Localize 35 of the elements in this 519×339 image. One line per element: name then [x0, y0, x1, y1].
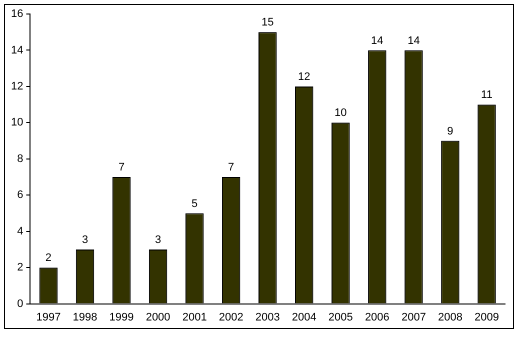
data-label: 5 — [192, 198, 198, 210]
y-tick-label: 10 — [10, 116, 24, 129]
x-tick-label: 1997 — [36, 311, 61, 324]
x-tick-label: 2006 — [364, 311, 390, 324]
data-label: 9 — [447, 125, 454, 138]
y-tick-label: 12 — [10, 80, 24, 92]
x-tick-label: 2007 — [401, 311, 426, 324]
x-tick-label: 1998 — [72, 311, 98, 324]
x-tick-label: 2003 — [255, 311, 280, 324]
x-tick-label: 2004 — [292, 311, 316, 324]
x-tick-label: 2001 — [182, 311, 207, 324]
y-tick-label: 6 — [17, 189, 24, 202]
data-label: 14 — [408, 34, 420, 47]
x-tick-label: 2005 — [328, 311, 353, 324]
data-label: 15 — [261, 16, 274, 29]
data-label: 7 — [118, 162, 125, 174]
y-tick-label: 14 — [10, 44, 24, 56]
data-label: 3 — [82, 234, 88, 246]
data-label: 3 — [154, 234, 162, 246]
x-tick-label: 2009 — [474, 311, 499, 324]
data-label: 7 — [228, 162, 234, 174]
x-tick-label: 1999 — [109, 311, 134, 324]
data-label: 2 — [45, 252, 52, 264]
y-tick-label: 0 — [17, 298, 24, 310]
data-label: 11 — [481, 89, 492, 102]
y-tick-label: 2 — [17, 262, 24, 274]
y-tick-label: 8 — [17, 152, 24, 165]
y-tick-label: 4 — [17, 225, 24, 238]
data-label: 12 — [298, 70, 310, 83]
y-tick-label: 16 — [10, 8, 24, 20]
x-tick-label: 2008 — [438, 311, 462, 324]
x-tick-label: 2002 — [218, 311, 244, 324]
data-label: 10 — [334, 107, 347, 120]
x-tick-label: 2000 — [146, 311, 170, 324]
data-label: 14 — [371, 34, 384, 47]
